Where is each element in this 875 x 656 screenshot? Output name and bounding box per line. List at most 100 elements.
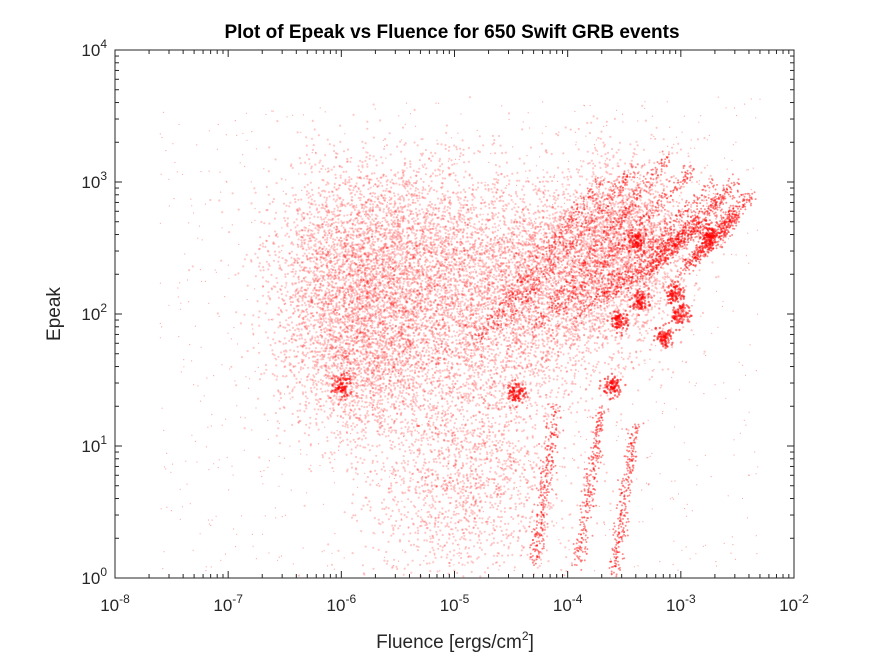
data-point: [526, 407, 528, 409]
data-point: [393, 363, 396, 366]
data-point: [420, 470, 422, 472]
data-point: [487, 333, 489, 335]
data-point: [524, 383, 528, 386]
data-point: [579, 233, 581, 235]
data-point: [408, 295, 411, 298]
data-point: [578, 339, 582, 342]
data-point: [612, 312, 614, 314]
data-point: [367, 294, 370, 297]
data-point: [337, 322, 340, 325]
data-point: [586, 203, 589, 206]
data-point: [447, 261, 451, 264]
data-point: [429, 175, 432, 178]
data-point: [489, 247, 492, 250]
data-point: [285, 284, 287, 286]
data-point: [527, 112, 529, 114]
data-point: [492, 325, 495, 328]
data-point: [604, 160, 607, 162]
data-point: [396, 228, 399, 231]
data-point: [609, 330, 612, 333]
data-point: [436, 139, 438, 141]
data-point: [384, 277, 387, 280]
data-point: [231, 224, 233, 226]
data-point: [479, 207, 483, 210]
data-point: [570, 411, 573, 414]
data-point: [634, 257, 636, 259]
data-point: [621, 303, 623, 305]
data-point: [453, 306, 456, 309]
data-point: [478, 220, 481, 223]
data-point: [503, 272, 506, 275]
data-point: [445, 392, 447, 394]
data-point: [755, 117, 757, 119]
data-point: [454, 178, 457, 182]
data-point: [461, 326, 464, 329]
data-point: [733, 439, 735, 441]
data-point: [508, 179, 511, 182]
data-point: [667, 145, 669, 147]
data-point: [459, 238, 462, 241]
data-point: [561, 345, 564, 348]
data-point: [292, 563, 294, 565]
data-point: [477, 247, 480, 250]
data-point: [421, 509, 423, 511]
data-point: [553, 338, 556, 340]
data-point: [712, 187, 715, 189]
data-point: [379, 415, 381, 417]
data-point: [251, 533, 253, 536]
data-point: [367, 310, 369, 312]
data-point: [210, 566, 212, 568]
data-point: [333, 186, 336, 189]
data-point: [451, 264, 454, 267]
data-point: [474, 320, 477, 323]
data-point: [750, 188, 752, 191]
data-point: [348, 350, 351, 353]
data-point: [251, 131, 253, 133]
data-point: [402, 269, 405, 272]
data-point: [698, 183, 700, 185]
data-point: [583, 248, 586, 251]
data-point: [557, 279, 560, 282]
data-point: [413, 108, 416, 111]
data-point: [495, 197, 498, 200]
data-point: [528, 359, 531, 362]
data-point: [469, 298, 472, 301]
data-point: [372, 407, 374, 409]
data-point: [249, 378, 251, 380]
data-point: [557, 281, 560, 283]
data-point: [254, 288, 256, 290]
data-point: [494, 288, 496, 290]
data-point: [357, 213, 359, 215]
data-point: [513, 227, 516, 230]
data-point: [232, 474, 234, 476]
data-point: [485, 218, 488, 221]
data-point: [589, 104, 591, 107]
data-point: [416, 245, 419, 248]
data-point: [303, 316, 305, 318]
data-point: [457, 132, 459, 134]
data-point: [478, 319, 481, 322]
data-point: [481, 322, 484, 325]
data-point: [427, 491, 429, 494]
data-point: [600, 326, 602, 328]
data-point: [681, 549, 683, 551]
data-point: [537, 339, 540, 342]
data-point: [459, 197, 462, 200]
data-point: [576, 411, 579, 414]
data-point: [462, 243, 464, 245]
data-point: [497, 280, 500, 283]
data-point: [503, 285, 506, 288]
data-point: [324, 426, 326, 428]
data-point: [464, 196, 467, 199]
data-point: [437, 288, 440, 291]
data-point: [245, 112, 248, 114]
data-point: [474, 362, 477, 365]
data-point: [255, 148, 257, 150]
data-point: [429, 205, 431, 207]
data-point: [649, 348, 651, 351]
data-point: [500, 263, 502, 265]
data-point: [588, 325, 592, 328]
data-point: [503, 217, 506, 220]
data-point: [434, 174, 437, 177]
data-point: [181, 506, 184, 508]
